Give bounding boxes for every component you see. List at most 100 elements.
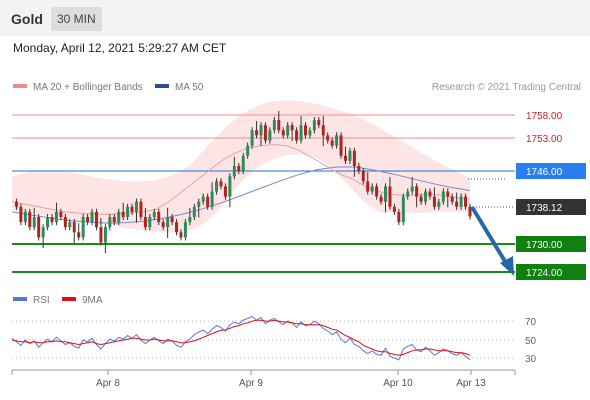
rsi-panel: 70 50 30 (11, 316, 537, 365)
candle-body (206, 196, 210, 207)
candle-body (135, 201, 139, 212)
candle-body (272, 120, 276, 131)
candle-body (419, 196, 423, 202)
candle-body (81, 217, 85, 238)
candle-body (175, 222, 179, 233)
ma50-legend-swatch (155, 84, 169, 88)
candle-body (86, 217, 90, 223)
candle-body (268, 130, 272, 141)
level-box-pivot (516, 163, 586, 179)
level-label-support: 1724.00 (526, 268, 563, 279)
candle-body (68, 222, 72, 228)
bollinger-band-fill (12, 100, 470, 233)
level-box-support (516, 236, 586, 252)
rsi-ma-line (11, 319, 471, 356)
candle-body (143, 217, 147, 228)
ma20-legend-label: MA 20 + Bollinger Bands (33, 82, 143, 93)
candle-body (277, 120, 281, 131)
chart-header: Gold 30 MIN (0, 0, 590, 36)
candle-body (432, 196, 436, 207)
forecast-arrow-head (500, 256, 514, 276)
candle-body (72, 222, 76, 233)
timestamp: Monday, April 12, 2021 5:29:27 AM CET (13, 41, 227, 55)
x-tick-label: Apr 10 (383, 378, 413, 389)
price-levels (12, 114, 515, 273)
candle-body (370, 186, 374, 192)
candle-body (32, 217, 36, 228)
candle-body (130, 206, 134, 212)
candle-body (326, 135, 330, 141)
candle-body (397, 211, 401, 223)
candle-body (455, 201, 459, 207)
candle-body (415, 186, 419, 197)
candle-body (286, 125, 290, 136)
rsi-legend-label: RSI (33, 295, 50, 306)
candle-body (183, 222, 187, 238)
candle-body (375, 186, 379, 197)
candle-body (464, 196, 468, 207)
x-tick-label: Apr 13 (456, 378, 486, 389)
candle-body (335, 135, 339, 146)
candle-body (446, 191, 450, 197)
level-label-support: 1730.00 (526, 240, 563, 251)
ma20-legend-swatch (13, 84, 27, 88)
candle-body (450, 196, 454, 202)
ma50-legend-label: MA 50 (175, 82, 204, 93)
candle-body (103, 227, 107, 243)
level-label-resistance: 1753.00 (526, 134, 563, 145)
candle-body (246, 145, 250, 156)
level-box-support (516, 264, 586, 280)
candle-body (295, 130, 299, 141)
candle-body (388, 186, 392, 207)
candle-body (210, 191, 214, 207)
candle-body (330, 140, 334, 146)
candle-body (459, 196, 463, 207)
candle-body (77, 232, 81, 238)
level-labels: 1758.00 1753.00 1746.00 1738.12 1730.00 1724.… (516, 111, 586, 280)
candle-body (170, 217, 174, 223)
candle-body (250, 130, 254, 146)
candle-body (46, 217, 50, 228)
candle-body (152, 211, 156, 217)
rsi-tick-label: 70 (525, 317, 537, 328)
candle-body (148, 217, 152, 228)
candle-body (166, 217, 170, 228)
candle-body (126, 206, 130, 217)
candle-body (357, 166, 361, 172)
candle-body (23, 211, 27, 223)
candle-body (352, 150, 356, 166)
candle-body (219, 181, 223, 187)
candle-body (161, 222, 165, 228)
candle-body (232, 166, 236, 177)
candle-body (90, 211, 94, 223)
candle-body (468, 206, 472, 217)
candle-body (192, 206, 196, 217)
candle-body (179, 232, 183, 238)
candle-body (37, 217, 41, 238)
forecast-arrow (470, 205, 514, 276)
candle-body (197, 201, 201, 207)
candle-body (312, 120, 316, 131)
candle-body (263, 125, 267, 141)
candle-body (392, 206, 396, 212)
candle-body (139, 201, 143, 217)
candle-body (348, 150, 352, 161)
candle-body (241, 155, 245, 172)
candle-body (99, 227, 103, 243)
candle-body (50, 217, 54, 223)
candle-body (299, 125, 303, 141)
rsi-ma-legend-swatch (62, 297, 76, 301)
candle-body (281, 130, 285, 136)
candle-body (308, 130, 312, 136)
candle-body (321, 125, 325, 136)
candle-body (317, 120, 321, 126)
candle-body (94, 211, 98, 228)
candle-body (361, 171, 365, 182)
candle-body (228, 176, 232, 197)
level-label-pivot: 1746.00 (526, 167, 563, 178)
rsi-line (11, 316, 471, 361)
candle-body (121, 211, 125, 217)
timeframe-badge[interactable]: 30 MIN (51, 7, 102, 31)
rsi-tick-label: 30 (525, 354, 537, 365)
candle-body (410, 186, 414, 192)
